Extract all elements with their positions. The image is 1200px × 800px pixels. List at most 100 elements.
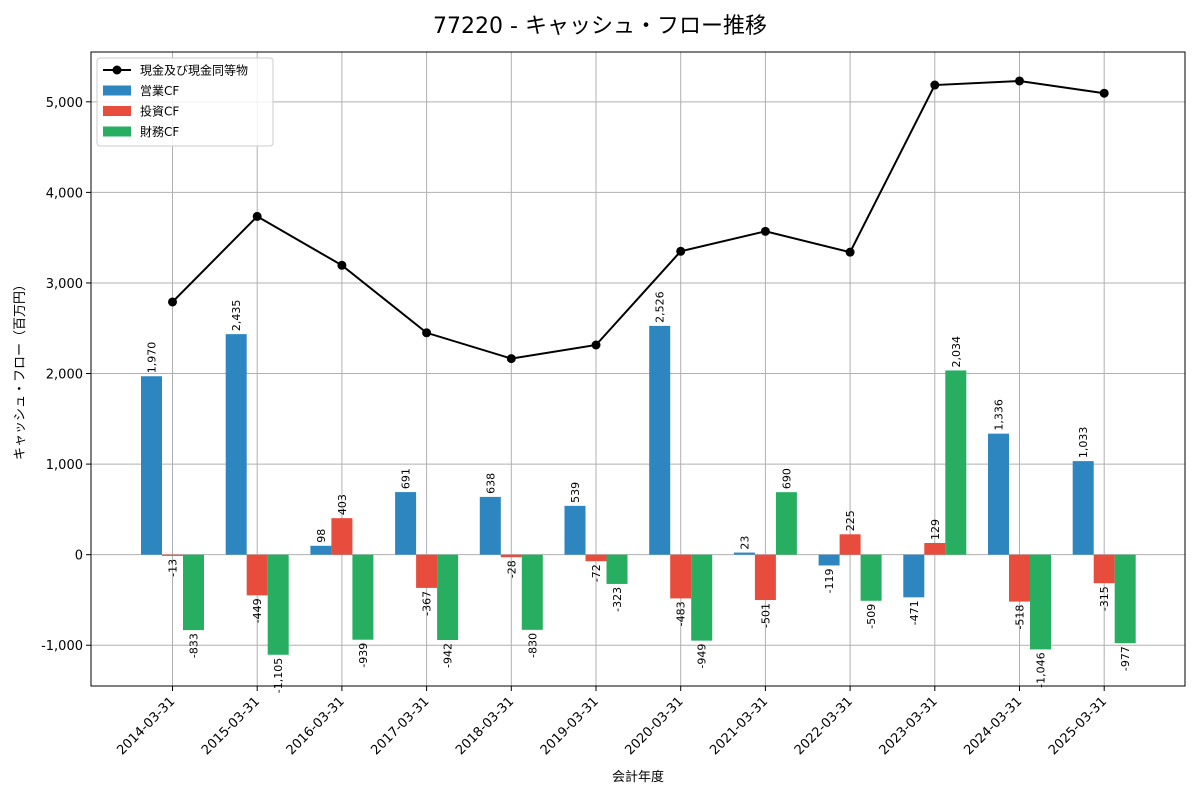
x-axis-label: 会計年度 <box>612 769 664 785</box>
bar-3-2015-03-31 <box>267 554 289 655</box>
data-label: 2,526 <box>654 291 667 323</box>
y-axis-label: キャッシュ・フロー（百万円） <box>13 278 28 460</box>
cash-point-2015-03-31 <box>252 211 262 221</box>
data-label: -830 <box>526 633 539 658</box>
bar-1-2022-03-31 <box>818 554 840 566</box>
data-label: -449 <box>251 598 264 623</box>
chart-title: 77220 - キャッシュ・フロー推移 <box>433 14 767 39</box>
legend-label: 営業CF <box>140 84 179 98</box>
bar-1-2018-03-31 <box>479 496 501 555</box>
legend-swatch <box>103 85 131 96</box>
legend-label: 現金及び現金同等物 <box>140 63 248 78</box>
data-label: -471 <box>908 600 921 625</box>
bar-2-2020-03-31 <box>670 554 692 599</box>
data-label: -315 <box>1098 586 1111 611</box>
data-label: -13 <box>167 559 180 577</box>
x-tick-label: 2023-03-31 <box>877 694 941 758</box>
data-label: -977 <box>1119 646 1132 671</box>
cash-point-2024-03-31 <box>1015 76 1024 86</box>
bar-3-2020-03-31 <box>691 554 713 641</box>
bar-2-2014-03-31 <box>162 554 183 556</box>
bar-3-2019-03-31 <box>606 554 628 584</box>
cash-point-2016-03-31 <box>337 260 347 270</box>
bar-3-2017-03-31 <box>437 554 459 640</box>
data-label: -1,046 <box>1035 652 1048 687</box>
cash-point-2017-03-31 <box>422 328 432 338</box>
bar-2-2015-03-31 <box>246 554 268 596</box>
x-tick-label: 2020-03-31 <box>622 694 686 758</box>
bar-1-2025-03-31 <box>1072 461 1094 555</box>
bar-2-2023-03-31 <box>924 542 946 555</box>
y-tick-label: 0 <box>75 549 83 564</box>
x-tick-label: 2017-03-31 <box>368 694 432 758</box>
legend-swatch <box>103 126 131 137</box>
x-tick-label: 2025-03-31 <box>1046 694 1110 758</box>
bar-2-2022-03-31 <box>839 534 861 555</box>
x-tick-label: 2024-03-31 <box>961 694 1025 758</box>
data-label: -939 <box>357 643 370 668</box>
data-label: -942 <box>442 643 455 668</box>
bar-2-2017-03-31 <box>416 554 438 588</box>
bar-2-2025-03-31 <box>1093 554 1115 584</box>
data-label: 2,435 <box>230 300 243 332</box>
data-label: 23 <box>738 536 751 550</box>
bar-1-2023-03-31 <box>903 554 925 598</box>
bar-3-2014-03-31 <box>183 554 204 631</box>
x-tick-label: 2019-03-31 <box>538 694 602 758</box>
data-label: -72 <box>590 564 603 582</box>
legend-label: 投資CF <box>140 104 179 119</box>
bar-1-2021-03-31 <box>733 552 755 555</box>
legend-swatch <box>103 106 131 116</box>
data-label: -833 <box>188 633 201 658</box>
bar-1-2017-03-31 <box>395 492 417 555</box>
legend-box <box>96 57 274 147</box>
bar-2-2016-03-31 <box>331 518 353 555</box>
bar-3-2016-03-31 <box>352 554 374 640</box>
data-label: -501 <box>759 603 772 628</box>
data-label: 129 <box>929 519 942 540</box>
bar-1-2020-03-31 <box>649 325 671 555</box>
data-label: -367 <box>421 591 434 616</box>
bar-3-2021-03-31 <box>775 492 797 555</box>
data-label: -483 <box>675 601 688 626</box>
data-label: 1,970 <box>146 342 159 374</box>
data-label: -509 <box>865 604 878 629</box>
cash-point-2018-03-31 <box>506 354 516 364</box>
data-label: 2,034 <box>950 336 963 368</box>
data-label: 539 <box>569 482 582 503</box>
data-label: -518 <box>1014 605 1027 630</box>
bar-1-2015-03-31 <box>225 334 247 555</box>
data-labels: 1,970 2,435 98 691 638 539 2,526 23 -119 -471 1,33… <box>146 291 1133 693</box>
bar-1-2024-03-31 <box>988 433 1009 555</box>
x-tick-label: 2021-03-31 <box>707 694 771 758</box>
cash-line <box>168 76 1109 364</box>
bar-3-2025-03-31 <box>1114 554 1136 644</box>
bar-3-2022-03-31 <box>860 554 882 601</box>
y-tick-label: 2,000 <box>46 368 83 383</box>
cash-point-2020-03-31 <box>676 246 686 256</box>
cash-line-path <box>171 79 1105 360</box>
bar-1-2016-03-31 <box>310 545 332 555</box>
bar-1-2014-03-31 <box>141 376 162 555</box>
bar-3-2024-03-31 <box>1030 554 1051 650</box>
bar-1-2019-03-31 <box>564 505 586 555</box>
bar-3-2018-03-31 <box>521 554 543 630</box>
bars <box>141 325 1136 655</box>
x-tick-label: 2016-03-31 <box>284 694 348 758</box>
cash-point-2025-03-31 <box>1099 88 1109 98</box>
cash-point-2019-03-31 <box>591 340 601 350</box>
x-tick-label: 2014-03-31 <box>114 694 178 758</box>
data-label: 403 <box>336 494 349 515</box>
y-tick-label: 3,000 <box>46 277 83 292</box>
bar-2-2019-03-31 <box>585 554 607 562</box>
x-tick-label: 2018-03-31 <box>453 694 517 758</box>
legend-point-marker <box>112 65 122 75</box>
data-label: -1,105 <box>272 658 285 693</box>
data-label: 98 <box>315 529 328 543</box>
data-label: -949 <box>696 644 709 669</box>
y-tick-label: -1,000 <box>41 639 83 654</box>
data-label: 1,336 <box>993 399 1006 431</box>
y-tick-label: 5,000 <box>46 96 83 111</box>
